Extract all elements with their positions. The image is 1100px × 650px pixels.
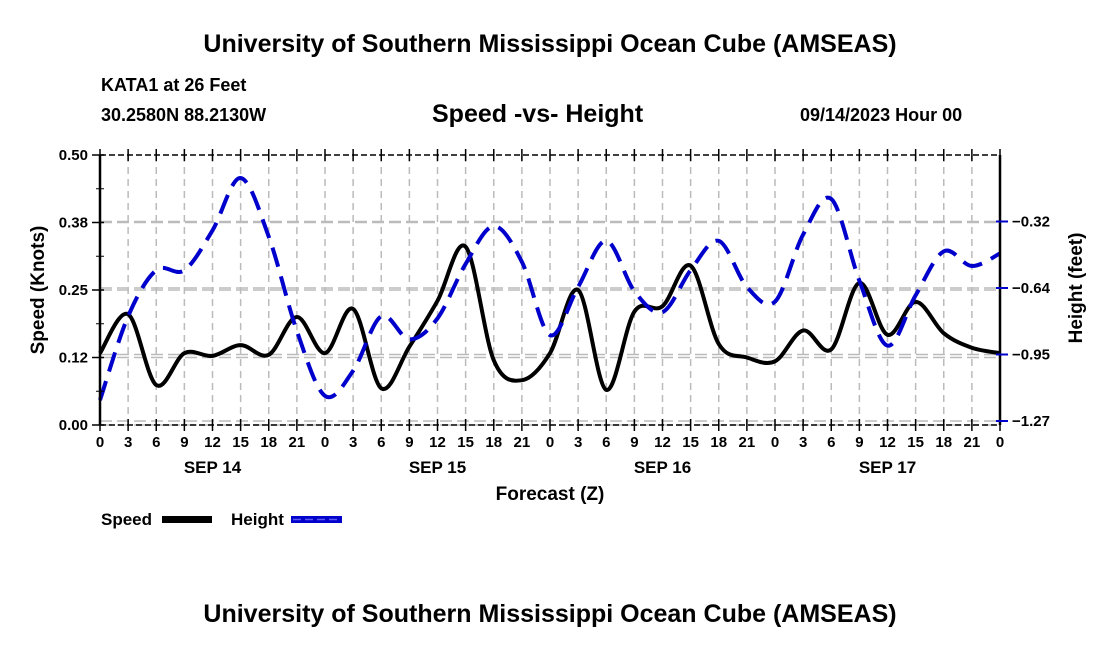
y2-tick-label: −0.64: [1012, 280, 1051, 297]
x-tick-label: 21: [289, 434, 306, 451]
y-axis-label: Speed (Knots): [28, 226, 49, 355]
legend-speed-label: Speed: [101, 510, 152, 529]
chart-subtitle: Speed -vs- Height: [432, 100, 644, 128]
x-tick-label: 9: [180, 434, 188, 451]
date-label: SEP 16: [634, 458, 691, 477]
x-tick-label: 15: [457, 434, 474, 451]
x-tick-label: 3: [124, 434, 132, 451]
coordinates-label: 30.2580N 88.2130W: [101, 105, 267, 125]
x-tick-label: 9: [630, 434, 638, 451]
x-tick-label: 15: [232, 434, 249, 451]
x-tick-label: 12: [654, 434, 671, 451]
series-line-speed: [98, 243, 1001, 392]
date-label: SEP 17: [859, 458, 916, 477]
series-line-height: [98, 176, 1001, 401]
x-tick-label: 12: [879, 434, 896, 451]
x-tick-label: 0: [321, 434, 329, 451]
date-label: SEP 14: [184, 458, 242, 477]
x-tick-label: 18: [710, 434, 727, 451]
legend-height-label: Height: [231, 510, 284, 529]
x-axis-label: Forecast (Z): [496, 484, 605, 505]
y-tick-label: 0.50: [59, 147, 88, 164]
x-tick-label: 21: [964, 434, 981, 451]
x-tick-label: 6: [377, 434, 385, 451]
x-tick-label: 3: [799, 434, 807, 451]
x-tick-label: 18: [260, 434, 277, 451]
x-tick-label: 0: [771, 434, 779, 451]
x-tick-label: 15: [682, 434, 699, 451]
footer-title: University of Southern Mississippi Ocean…: [203, 600, 897, 628]
date-label: SEP 15: [409, 458, 466, 477]
y-tick-label: 0.25: [59, 282, 88, 299]
station-label: KATA1 at 26 Feet: [101, 75, 247, 95]
forecast-datetime: 09/14/2023 Hour 00: [800, 105, 963, 125]
x-tick-label: 12: [429, 434, 446, 451]
x-tick-label: 9: [855, 434, 863, 451]
y2-axis-label: Height (feet): [1066, 233, 1087, 344]
x-tick-label: 6: [152, 434, 160, 451]
x-tick-label: 0: [96, 434, 104, 451]
y-tick-label: 0.38: [59, 215, 88, 232]
y2-tick-label: −1.27: [1012, 413, 1050, 430]
chart-main-title: University of Southern Mississippi Ocean…: [203, 30, 897, 58]
legend-height-swatch: [291, 516, 342, 523]
legend-speed-swatch: [162, 516, 212, 523]
x-tick-label: 18: [935, 434, 952, 451]
x-tick-label: 21: [514, 434, 531, 451]
axis-labels: Forecast (Z) Speed (Knots) Height (feet): [28, 226, 1087, 505]
y2-tick-label: −0.32: [1012, 214, 1050, 231]
x-tick-label: 0: [996, 434, 1004, 451]
x-tick-label: 18: [485, 434, 502, 451]
x-tick-label: 3: [574, 434, 582, 451]
legend: Speed Height: [101, 510, 342, 529]
x-tick-label: 21: [739, 434, 756, 451]
x-tick-label: 9: [405, 434, 413, 451]
series-lines: [98, 176, 1001, 401]
axes: 0 3 6 9 12 15 18 21 0 3 6 9 12 15 18 21 0 3 6 9 12 15 18 21 0 3 6 9…: [59, 147, 1051, 477]
x-tick-label: 15: [907, 434, 924, 451]
x-tick-label: 12: [204, 434, 221, 451]
y-tick-label: 0.00: [59, 417, 88, 434]
x-tick-label: 6: [602, 434, 610, 451]
x-tick-label: 0: [546, 434, 554, 451]
x-tick-label: 6: [827, 434, 835, 451]
x-tick-label: 3: [349, 434, 357, 451]
y2-tick-label: −0.95: [1012, 347, 1050, 364]
y-tick-label: 0.12: [59, 350, 88, 367]
